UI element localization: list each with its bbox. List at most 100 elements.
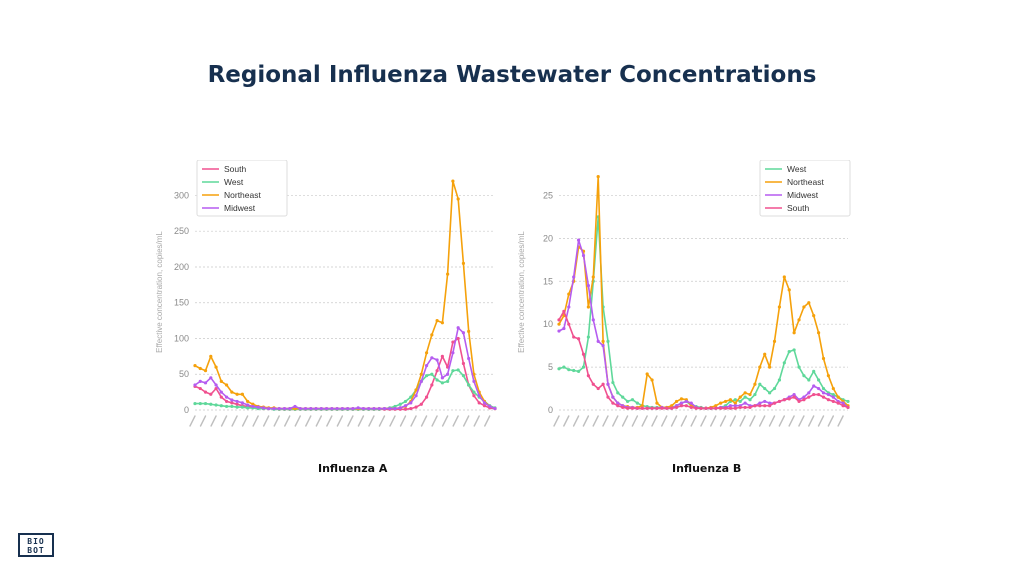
legend-label: West: [787, 164, 807, 174]
data-point: [340, 406, 344, 411]
influenza-a-chart: 0 50 100 150 200 250 300 Effective concentratio…: [155, 160, 497, 427]
x-tick-mark: [553, 415, 560, 427]
data-point: [461, 374, 466, 378]
data-point: [203, 381, 208, 385]
y-tick-label: 10: [543, 319, 553, 329]
x-tick-mark: [612, 415, 619, 427]
data-point: [193, 383, 197, 387]
data-point: [419, 372, 423, 376]
data-point: [826, 374, 831, 378]
data-point: [694, 406, 698, 410]
data-point: [446, 379, 450, 383]
data-point: [251, 404, 255, 409]
data-point: [719, 401, 723, 405]
data-point: [224, 404, 229, 409]
data-point: [261, 406, 266, 410]
data-point: [586, 305, 590, 309]
data-point: [214, 386, 218, 391]
data-point: [723, 399, 728, 404]
data-point: [230, 401, 234, 405]
data-point: [616, 401, 620, 405]
x-tick-mark: [641, 415, 648, 427]
data-point: [567, 292, 571, 296]
data-point: [635, 406, 639, 410]
x-tick-mark: [778, 415, 786, 427]
x-tick-mark: [700, 415, 707, 427]
data-point: [625, 399, 630, 404]
x-tick-mark: [631, 415, 639, 427]
data-point: [467, 356, 471, 361]
x-tick-mark: [420, 415, 428, 427]
data-point: [567, 368, 571, 372]
x-tick-mark: [749, 415, 756, 427]
data-point: [224, 399, 229, 404]
data-point: [203, 401, 208, 406]
data-point: [782, 361, 786, 365]
data-point: [351, 406, 355, 411]
data-point: [482, 404, 487, 408]
data-point: [733, 406, 737, 410]
x-tick-mark: [241, 415, 249, 427]
data-point: [435, 358, 439, 362]
data-point: [324, 406, 329, 411]
x-tick-mark: [602, 415, 609, 427]
x-tick-mark: [670, 415, 678, 427]
x-tick-mark: [680, 415, 688, 427]
data-point: [461, 261, 466, 265]
x-tick-mark: [441, 415, 449, 427]
data-point: [817, 386, 821, 391]
data-point: [256, 405, 260, 409]
data-point: [461, 361, 466, 366]
x-tick-mark: [473, 415, 480, 427]
data-point: [611, 380, 615, 385]
data-point: [836, 401, 840, 405]
data-point: [246, 403, 250, 407]
data-point: [403, 407, 408, 411]
data-point: [456, 197, 460, 201]
data-point: [435, 319, 439, 323]
data-point: [419, 402, 423, 406]
data-point: [601, 344, 605, 348]
data-point: [398, 406, 402, 410]
data-point: [772, 339, 777, 343]
data-point: [684, 404, 688, 408]
data-point: [591, 318, 595, 322]
x-tick-mark: [315, 415, 323, 427]
x-tick-mark: [572, 415, 580, 427]
data-point: [621, 405, 625, 410]
legend: South West Northeast Midwest: [196, 160, 288, 217]
data-point: [601, 382, 605, 386]
data-point: [596, 386, 600, 391]
data-point: [616, 391, 620, 395]
data-point: [807, 391, 811, 395]
x-tick-mark: [189, 415, 196, 427]
y-axis-label: Effective concentration, copies/mL: [517, 231, 526, 353]
data-point: [831, 395, 835, 399]
data-point: [826, 398, 831, 402]
x-tick-mark: [759, 415, 766, 427]
data-point: [606, 382, 610, 386]
data-point: [230, 390, 234, 394]
data-point: [219, 395, 223, 399]
data-point: [440, 354, 444, 358]
data-point: [738, 405, 742, 410]
x-tick-mark: [199, 415, 207, 427]
data-point: [219, 404, 223, 408]
data-point: [581, 352, 586, 356]
data-point: [209, 376, 213, 380]
data-point: [728, 398, 733, 402]
data-point: [591, 275, 595, 279]
y-tick-label: 300: [174, 190, 189, 200]
data-point: [198, 386, 202, 391]
logo-line-2: BOT: [27, 546, 45, 555]
data-point: [728, 406, 733, 410]
influenza-b-chart: 0 5 10 15 20 25 Effective concentration, copie…: [517, 160, 851, 427]
data-point: [488, 404, 492, 409]
data-point: [298, 406, 302, 411]
data-point: [398, 402, 402, 406]
data-point: [240, 401, 244, 405]
x-tick-mark: [690, 415, 697, 427]
data-point: [753, 382, 757, 386]
data-point: [777, 399, 782, 404]
data-point: [768, 365, 772, 369]
